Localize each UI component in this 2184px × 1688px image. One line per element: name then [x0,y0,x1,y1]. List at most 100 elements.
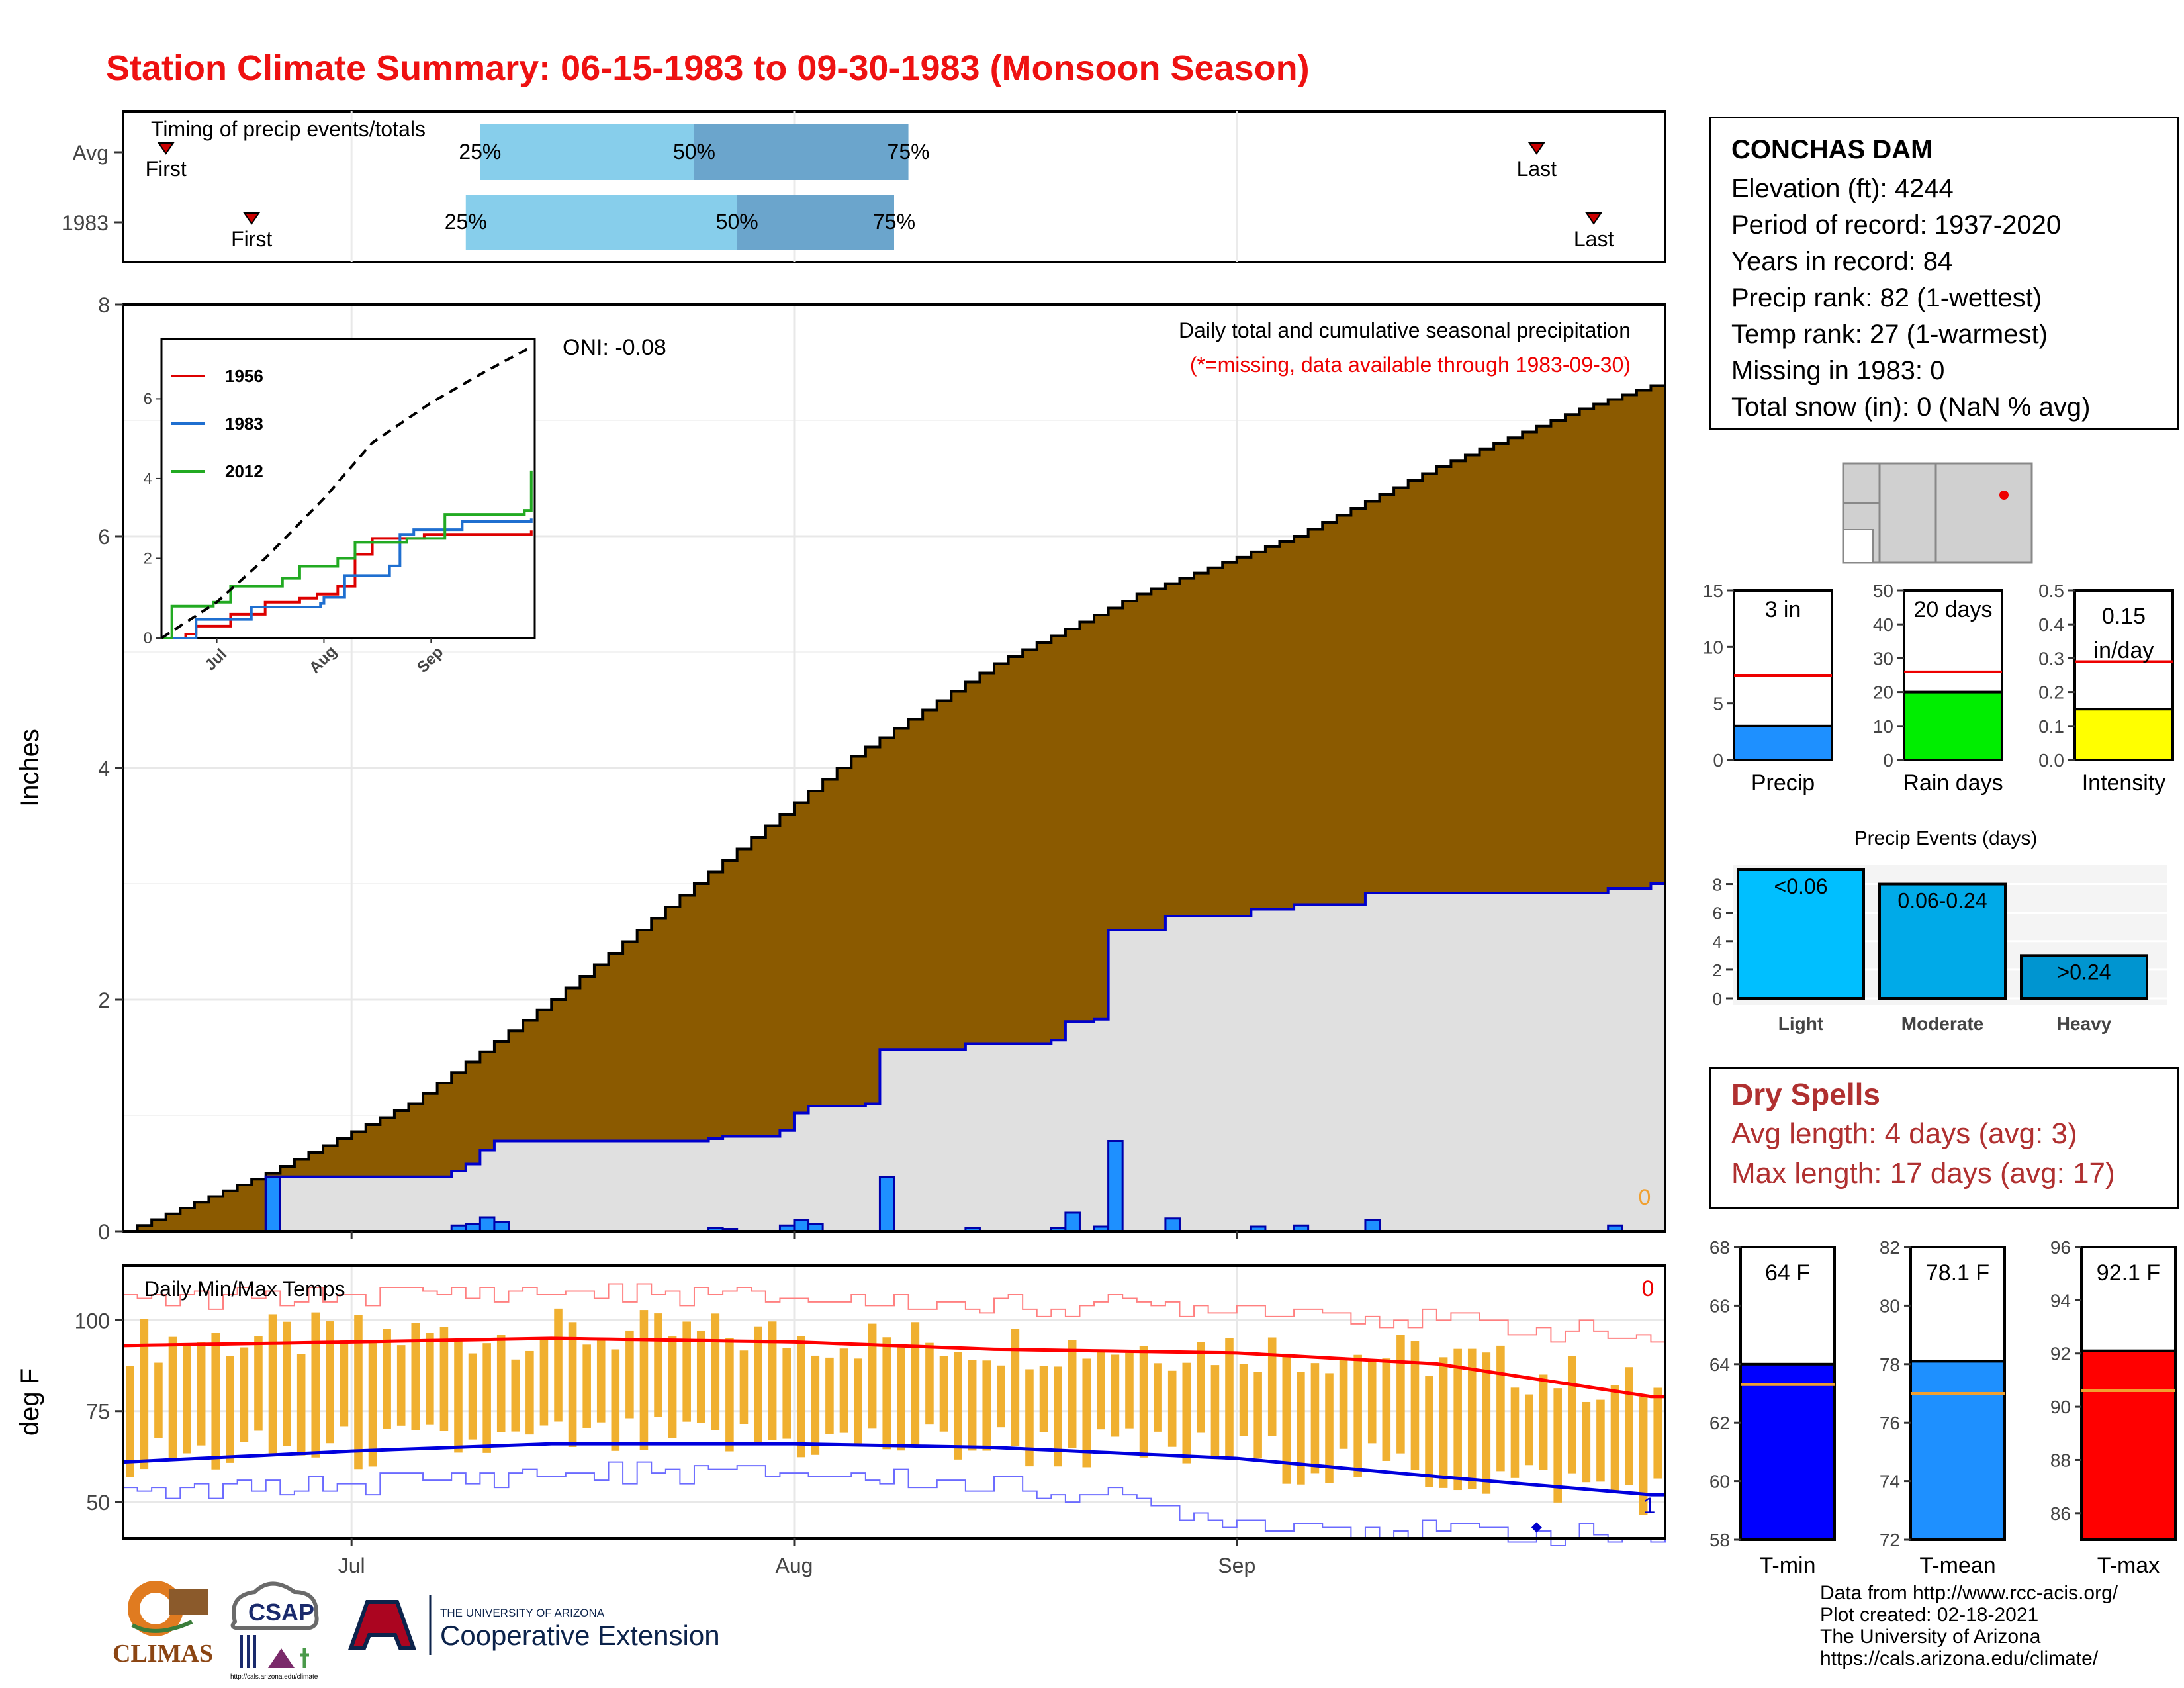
temp-daily-bar-105 [1625,1367,1633,1485]
tsum-bar-0 [1739,1362,1836,1542]
record-min-marker [1531,1522,1542,1533]
tsum-ytick-label-0-1: 60 [1709,1472,1730,1492]
avg-min-line [122,1442,1665,1497]
temp-daily-bar-30 [554,1308,563,1422]
temp-daily-bar-54 [897,1345,905,1451]
temp-daily-bar-56 [925,1342,934,1425]
temp-daily-bar-76 [1210,1365,1220,1460]
tsum-ytick-label-0-5: 68 [1709,1237,1730,1258]
temp-daily-bar-13 [311,1312,320,1458]
temp-xtick-label-1: Aug [776,1554,813,1577]
tsum-label-0: 64 F [1765,1260,1810,1286]
temp-daily-bar-41 [711,1313,720,1430]
daily-precip-bar-0 [265,1176,281,1233]
temp-daily-bar-31 [568,1322,577,1447]
events-ytick-label-2: 4 [1713,932,1722,952]
events-bar-label-1: 0.06-0.24 [1897,889,1987,913]
temp-xtick-label-2: Sep [1218,1554,1255,1577]
tsum-bar-1 [1909,1360,2006,1541]
temp-daily-bar-59 [968,1360,977,1451]
temp-daily-bar-1 [140,1319,149,1470]
timing-p50-label-1: 50% [716,210,758,234]
dry-spells-avg: Avg length: 4 days (avg: 3) [1731,1117,2077,1150]
tsum-ytick-label-1-0: 72 [1880,1530,1900,1550]
tsum-ytick-label-1-1: 74 [1880,1472,1900,1492]
avg-max-line [122,1336,1665,1399]
temp-daily-bar-100 [1553,1388,1562,1503]
temp-daily-bar-4 [183,1346,191,1454]
station-years: Years in record: 84 [1731,247,1953,276]
inset-series-1983 [161,518,533,639]
temp-daily-bar-70 [1125,1352,1134,1429]
timing-bar-50-75-1 [737,195,894,250]
main-ytick-label-4: 8 [98,293,110,317]
temp-daily-bar-53 [882,1337,891,1450]
tsum-ytick-label-2-2: 90 [2050,1397,2071,1417]
climas-wave-icon [131,1620,193,1633]
temp-daily-bar-81 [1282,1353,1291,1484]
timing-bar-25-50-1 [465,195,737,250]
ua-logo: THE UNIVERSITY OF ARIZONA Cooperative Ex… [347,1595,720,1655]
inset-ytick-label-0: 0 [144,630,152,647]
temp-daily-bar-83 [1310,1363,1320,1474]
credit-url: https://cals.arizona.edu/climate/ [1820,1648,2099,1669]
events-bar-label-2: >0.24 [2058,960,2111,984]
temp-daily-bar-64 [1039,1366,1048,1432]
map-region [1842,462,2033,564]
stat-ytick-label-2-4: 0.4 [2038,614,2064,635]
temp-daily-bar-60 [982,1360,991,1451]
temp-ylabel: deg F [15,1368,44,1436]
tsum-category-2: T-max [2097,1553,2160,1578]
temp-daily-bar-90 [1410,1341,1420,1470]
events-ytick-label-3: 6 [1713,904,1722,923]
temp-daily-bar-94 [1467,1348,1477,1489]
temp-daily-bar-6 [211,1333,220,1470]
temp-daily-bar-23 [454,1339,463,1453]
tsum-ytick-label-2-3: 92 [2050,1344,2071,1364]
tsum-ytick-label-1-2: 76 [1880,1413,1900,1433]
daily-precip-bar-4 [493,1221,510,1233]
timing-row-label-0: Avg [72,141,109,165]
timing-last-label-0: Last [1517,157,1557,181]
stat-ytick-label-0-0: 0 [1713,750,1723,771]
ua-university-text: THE UNIVERSITY OF ARIZONA [440,1607,605,1619]
temp-daily-bar-98 [1525,1394,1533,1466]
temp-ytick-label-0: 50 [86,1491,110,1515]
events-bar-2 [2020,954,2148,1000]
cactus-icon [300,1648,309,1668]
timing-row-label-1: 1983 [62,211,109,235]
daily-precip-bar-19 [1364,1219,1381,1233]
temp-daily-bar-29 [539,1337,549,1426]
dry-spells-title: Dry Spells [1731,1077,1880,1111]
timing-p25-label-0: 25% [459,140,501,164]
rain-icon [240,1635,256,1668]
temp-daily-bar-74 [1182,1362,1191,1464]
temp-daily-bar-2 [154,1362,163,1438]
temp-plot-frame [122,1264,1666,1540]
station-elevation: Elevation (ft): 4244 [1731,174,1954,203]
inset-legend-label-1: 1983 [225,414,263,434]
temp-daily-bar-106 [1639,1397,1648,1515]
temp-daily-bar-89 [1396,1335,1405,1454]
tsum-ytick-label-0-4: 66 [1709,1295,1730,1316]
temp-daily-bar-14 [326,1321,334,1444]
main-ylabel: Inches [15,729,44,807]
main-annotation-missing: (*=missing, data available through 1983-… [1190,353,1631,377]
temp-daily-bar-61 [997,1365,1005,1428]
credits: Data from http://www.rcc-acis.org/ Plot … [1820,1582,2118,1669]
temp-daily-bar-20 [411,1323,420,1430]
temp-daily-bar-65 [1054,1366,1062,1467]
timing-bar-50-75-0 [694,124,909,180]
main-ytick-label-1: 2 [98,988,110,1012]
temp-daily-bar-103 [1596,1399,1605,1482]
stat-ytick-label-2-2: 0.2 [2038,682,2064,703]
station-missing: Missing in 1983: 0 [1731,356,1945,385]
tsum-ytick-label-0-2: 62 [1709,1413,1730,1433]
events-category-0: Light [1778,1013,1823,1034]
temp-daily-bar-96 [1496,1345,1505,1472]
main-ytick-label-0: 0 [98,1220,110,1244]
temp-daily-bar-27 [511,1359,520,1432]
temp-daily-bar-26 [496,1335,506,1432]
